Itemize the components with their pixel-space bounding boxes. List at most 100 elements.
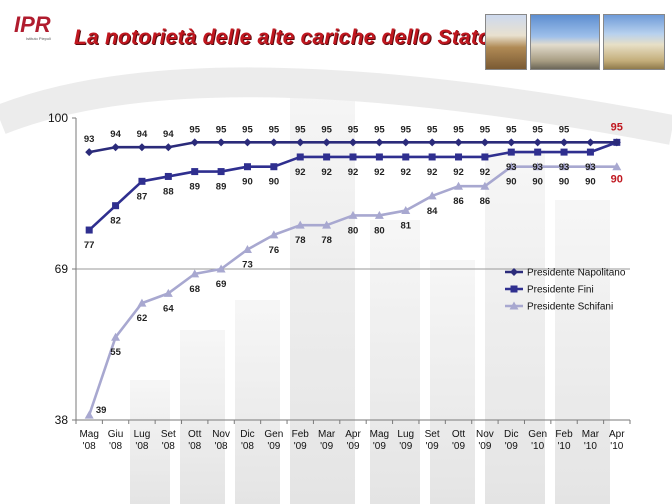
data-label: 95 — [348, 124, 359, 135]
data-point — [322, 220, 332, 229]
x-tick-label-year: '08 — [135, 441, 148, 452]
x-tick-label-month: Dic — [504, 429, 518, 440]
data-point — [296, 138, 305, 147]
data-point — [506, 162, 516, 171]
data-point — [269, 230, 279, 239]
data-label: 84 — [427, 206, 438, 217]
data-label: 90 — [532, 177, 543, 188]
data-point — [427, 191, 437, 200]
legend-label: Presidente Napolitano — [527, 268, 626, 279]
data-label: 64 — [163, 303, 174, 314]
data-point — [348, 210, 358, 219]
x-tick-label-year: '09 — [373, 441, 386, 452]
data-point — [243, 138, 252, 147]
data-point — [401, 138, 410, 147]
data-point — [295, 220, 305, 229]
data-label: 92 — [427, 167, 438, 178]
x-tick-label-month: Mag — [79, 429, 98, 440]
page-title: La notorietà delle alte cariche dello St… — [74, 26, 499, 49]
x-tick-label-year: '09 — [478, 441, 491, 452]
data-label: 92 — [374, 167, 385, 178]
data-label: 89 — [216, 182, 227, 193]
legend-marker — [510, 285, 518, 293]
x-tick-label-year: '09 — [294, 441, 307, 452]
x-tick-label-year: '08 — [241, 441, 254, 452]
data-point — [585, 162, 595, 171]
x-tick-label-year: '10 — [584, 441, 597, 452]
data-label: 90 — [242, 177, 253, 188]
x-tick-label-month: Dic — [240, 429, 254, 440]
data-point — [480, 138, 489, 147]
data-label: 95 — [189, 124, 200, 135]
data-point — [296, 153, 304, 161]
data-point — [374, 210, 384, 219]
x-tick-label-year: '09 — [267, 441, 280, 452]
data-point — [560, 138, 569, 147]
x-tick-label-year: '09 — [399, 441, 412, 452]
data-point — [560, 148, 568, 156]
y-tick-label: 100 — [48, 111, 68, 125]
building-photo-1 — [485, 14, 527, 70]
data-label: 80 — [348, 225, 359, 236]
x-tick-label-month: Nov — [212, 429, 230, 440]
data-label: 81 — [400, 221, 411, 232]
data-point — [480, 181, 490, 190]
data-point — [164, 172, 172, 180]
data-label: 95 — [611, 121, 623, 133]
data-point — [270, 163, 278, 171]
logo-subtext: Istituto Piepoli — [26, 36, 51, 41]
legend-marker — [510, 268, 518, 276]
data-label: 89 — [189, 182, 200, 193]
building-photo-3 — [603, 14, 665, 70]
x-tick-label-year: '08 — [162, 441, 175, 452]
x-tick-label-year: '10 — [610, 441, 623, 452]
data-point — [138, 177, 146, 185]
x-tick-label-year: '09 — [320, 441, 333, 452]
data-point — [533, 138, 542, 147]
data-point — [428, 138, 437, 147]
data-point — [190, 269, 200, 278]
data-label: 95 — [400, 124, 411, 135]
data-label: 93 — [532, 162, 543, 173]
data-point — [85, 148, 94, 157]
data-point — [137, 143, 146, 152]
data-label: 92 — [480, 167, 491, 178]
data-label: 88 — [163, 186, 174, 197]
data-label: 87 — [137, 191, 148, 202]
data-point — [111, 143, 120, 152]
data-point — [507, 148, 515, 156]
building-photo-2 — [530, 14, 600, 70]
x-tick-label-month: Apr — [345, 429, 361, 440]
data-label: 95 — [295, 124, 306, 135]
data-point — [112, 202, 120, 210]
legend-marker — [509, 301, 519, 310]
x-tick-label-year: '09 — [346, 441, 359, 452]
x-tick-label-month: Giu — [108, 429, 124, 440]
data-label: 39 — [96, 405, 107, 416]
x-tick-label-month: Mag — [370, 429, 389, 440]
data-point — [217, 138, 226, 147]
data-label: 95 — [242, 124, 253, 135]
data-point — [137, 298, 147, 307]
logo-text: IPR — [14, 12, 51, 37]
data-point — [349, 153, 357, 161]
data-point — [455, 153, 463, 161]
x-tick-label-month: Nov — [476, 429, 494, 440]
data-point — [586, 138, 595, 147]
legend-label: Presidente Fini — [527, 285, 594, 296]
x-tick-label-month: Lug — [397, 429, 414, 440]
data-point — [533, 162, 543, 171]
data-label: 95 — [216, 124, 227, 135]
data-label: 78 — [295, 235, 306, 246]
data-point — [322, 138, 331, 147]
data-label: 92 — [400, 167, 411, 178]
x-tick-label-month: Gen — [528, 429, 547, 440]
data-label: 92 — [348, 167, 359, 178]
x-tick-label-year: '09 — [426, 441, 439, 452]
data-label: 76 — [269, 245, 280, 256]
data-label: 94 — [137, 129, 148, 140]
data-point — [323, 153, 331, 161]
x-tick-label-year: '08 — [215, 441, 228, 452]
data-point — [559, 162, 569, 171]
